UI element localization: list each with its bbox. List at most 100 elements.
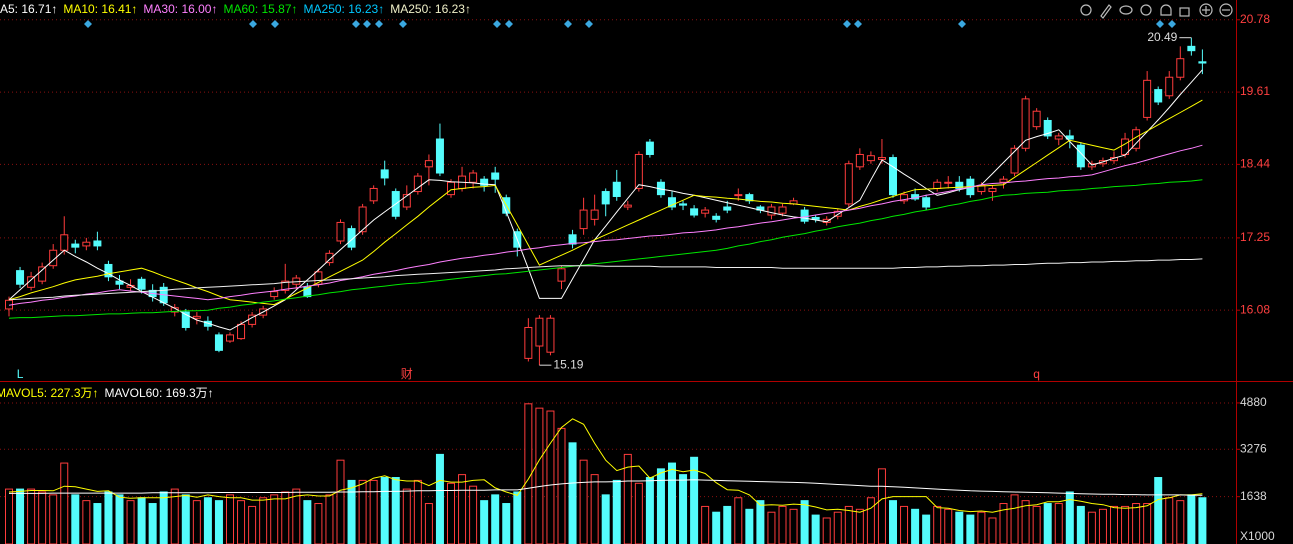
event-marker[interactable] xyxy=(585,20,593,28)
volume-bar xyxy=(126,500,135,544)
candle-body xyxy=(778,206,787,214)
max-label: 20.49 xyxy=(1147,30,1177,44)
x-category-label: q xyxy=(1033,367,1040,381)
volume-bar xyxy=(391,477,400,544)
volume-bar xyxy=(336,459,345,544)
candle-body xyxy=(1076,144,1085,168)
candle-body xyxy=(668,197,676,208)
candle-body xyxy=(27,276,36,288)
volume-bar xyxy=(1098,508,1107,544)
candle-body xyxy=(1054,135,1063,140)
volume-bar xyxy=(568,442,577,544)
lock-icon[interactable] xyxy=(1179,7,1190,17)
event-marker[interactable] xyxy=(564,20,572,28)
draw-icon[interactable] xyxy=(1100,4,1112,19)
candle-body xyxy=(977,184,986,193)
volume-bar xyxy=(933,505,942,544)
volume-bar xyxy=(380,477,389,544)
candle-body xyxy=(380,169,389,179)
event-marker[interactable] xyxy=(249,20,257,28)
volume-bar xyxy=(889,500,897,544)
hide-icon[interactable] xyxy=(1140,4,1152,16)
volume-bar xyxy=(789,508,798,544)
event-marker[interactable] xyxy=(854,20,862,28)
volume-bar xyxy=(1176,500,1185,544)
volume-bar xyxy=(778,505,787,544)
candle-body xyxy=(811,216,820,220)
event-marker[interactable] xyxy=(843,20,851,28)
toolbar xyxy=(1080,3,1233,19)
candle-body xyxy=(645,141,654,155)
candle-body xyxy=(402,194,411,208)
zoom-out-icon[interactable] xyxy=(1219,3,1233,17)
volume-bar xyxy=(203,497,212,544)
volume-bar xyxy=(1076,505,1085,544)
volume-bar xyxy=(1032,505,1041,544)
volume-bar xyxy=(137,497,146,544)
event-marker[interactable] xyxy=(1168,20,1176,28)
volume-bar xyxy=(756,500,765,544)
zoom-in-plus xyxy=(1202,6,1210,14)
candle-body xyxy=(314,271,323,285)
event-marker[interactable] xyxy=(399,20,407,28)
volume-bar xyxy=(1054,503,1063,544)
candle-body xyxy=(623,204,632,208)
volume-bar xyxy=(900,505,909,544)
view-icon[interactable] xyxy=(1119,5,1133,15)
event-marker[interactable] xyxy=(958,20,966,28)
candle-body xyxy=(49,249,58,267)
ma-line xyxy=(8,69,1203,331)
candle-body xyxy=(369,187,378,202)
ma-line xyxy=(8,418,1203,513)
y-tick-label: 4880 xyxy=(1240,395,1267,409)
volume-bar xyxy=(1021,500,1030,544)
candle-body xyxy=(1010,147,1019,174)
legend-entry: MA30: 16.00↑ xyxy=(143,2,217,16)
candle-body xyxy=(491,172,500,180)
event-marker[interactable] xyxy=(493,20,501,28)
volume-bar xyxy=(5,488,13,544)
candle-body xyxy=(1043,119,1052,137)
event-marker[interactable] xyxy=(1156,20,1164,28)
candle-body xyxy=(999,178,1008,183)
volume-bar xyxy=(402,488,411,544)
settings-icon[interactable] xyxy=(1080,4,1092,16)
volume-bar xyxy=(612,479,621,544)
volume-bar xyxy=(911,508,920,544)
candle-body xyxy=(292,277,301,285)
candle-body xyxy=(1032,110,1041,128)
ma-line xyxy=(8,179,1203,319)
volume-bar xyxy=(546,410,555,544)
candle-body xyxy=(358,206,367,233)
candle-body xyxy=(104,263,113,278)
volume-bar xyxy=(93,503,102,544)
volume-bar xyxy=(314,503,323,544)
volume-bar xyxy=(181,494,190,544)
candle-body xyxy=(866,155,875,162)
candle-body xyxy=(590,209,599,220)
candle-body xyxy=(601,191,610,205)
candle-body xyxy=(181,311,190,328)
volume-bar xyxy=(1132,503,1141,544)
candle-body xyxy=(922,197,931,208)
volume-bar xyxy=(855,508,864,544)
event-marker[interactable] xyxy=(84,20,92,28)
volume-bar xyxy=(458,474,467,544)
event-marker[interactable] xyxy=(352,20,360,28)
event-marker[interactable] xyxy=(505,20,513,28)
legend-entry: MAVOL5: 227.3万↑ xyxy=(0,386,99,400)
candle-body xyxy=(944,181,953,184)
candle-body xyxy=(535,317,544,347)
event-marker[interactable] xyxy=(271,20,279,28)
volume-bar xyxy=(977,511,986,544)
candle-body xyxy=(1021,98,1030,149)
event-marker[interactable] xyxy=(363,20,371,28)
volume-bar xyxy=(988,517,997,544)
volume-bar xyxy=(82,500,91,544)
event-marker[interactable] xyxy=(375,20,383,28)
volume-bar xyxy=(1065,491,1074,544)
magnet-icon[interactable] xyxy=(1160,4,1172,16)
volume-bar xyxy=(226,494,234,544)
zoom-in-icon[interactable] xyxy=(1199,3,1213,17)
